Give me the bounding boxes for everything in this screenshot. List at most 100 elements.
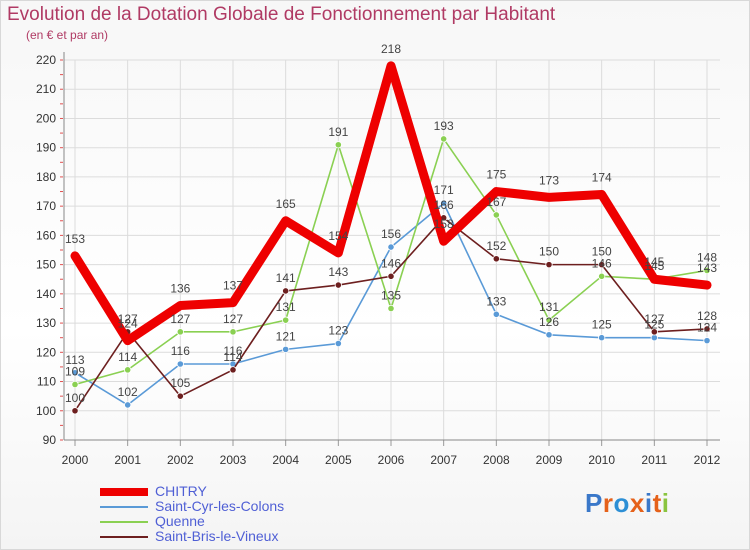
- x-tick-label: 2012: [694, 453, 721, 467]
- data-point: [387, 243, 395, 251]
- legend-swatch-saint-bris: [100, 536, 148, 538]
- data-label: 126: [539, 315, 559, 329]
- data-point: [124, 366, 132, 374]
- legend-swatch-quenne: [100, 521, 148, 523]
- data-label: 127: [118, 312, 138, 326]
- brand-letter: i: [644, 488, 653, 518]
- x-tick-label: 2001: [114, 453, 141, 467]
- data-label: 152: [486, 239, 506, 253]
- data-label: 165: [276, 197, 296, 211]
- data-label: 127: [223, 312, 243, 326]
- y-tick-label: 200: [36, 111, 56, 125]
- legend-label-saint-bris: Saint-Bris-le-Vineux: [155, 528, 279, 544]
- data-point: [598, 261, 606, 269]
- data-point: [334, 281, 342, 289]
- data-label: 127: [170, 312, 190, 326]
- data-label: 105: [170, 376, 190, 390]
- data-label: 116: [223, 344, 242, 358]
- data-label: 121: [276, 329, 296, 343]
- data-point: [282, 316, 290, 324]
- data-label: 102: [118, 385, 138, 399]
- x-tick-label: 2010: [588, 453, 615, 467]
- data-label: 175: [486, 168, 506, 182]
- data-label: 218: [381, 42, 401, 56]
- data-label: 124: [697, 321, 717, 335]
- data-label: 133: [486, 294, 506, 308]
- data-label: 145: [644, 255, 664, 269]
- data-label: 143: [697, 261, 717, 275]
- y-tick-label: 90: [43, 433, 57, 447]
- x-tick-label: 2000: [62, 453, 89, 467]
- y-tick-label: 160: [36, 228, 56, 242]
- chart-subtitle: (en € et par an): [26, 28, 109, 42]
- data-label: 131: [539, 300, 559, 314]
- data-point: [440, 199, 448, 207]
- data-point: [545, 316, 553, 324]
- x-tick-label: 2007: [430, 453, 457, 467]
- y-tick-label: 170: [36, 199, 56, 213]
- x-tick-label: 2008: [483, 453, 510, 467]
- y-tick-label: 140: [36, 287, 56, 301]
- brand-letter: x: [629, 488, 645, 518]
- data-label: 125: [592, 318, 612, 332]
- legend-label-quenne: Quenne: [155, 513, 205, 529]
- data-label: 137: [223, 279, 243, 293]
- data-label: 127: [644, 312, 664, 326]
- data-label: 193: [434, 119, 454, 133]
- x-tick-label: 2006: [378, 453, 405, 467]
- data-point: [545, 331, 553, 339]
- y-tick-label: 130: [36, 316, 56, 330]
- data-label: 156: [381, 227, 401, 241]
- brand-logo: Proxiti: [585, 488, 669, 519]
- data-label: 173: [539, 173, 559, 187]
- data-label: 191: [328, 125, 348, 139]
- data-point: [387, 272, 395, 280]
- data-label: 100: [65, 391, 85, 405]
- data-point: [124, 401, 132, 409]
- chart-title: Evolution de la Dotation Globale de Fonc…: [7, 4, 556, 25]
- data-label: 148: [697, 250, 717, 264]
- data-label: 125: [644, 318, 664, 332]
- y-tick-label: 120: [36, 345, 56, 359]
- data-label: 114: [118, 350, 137, 364]
- y-tick-label: 100: [36, 404, 56, 418]
- data-point: [282, 345, 290, 353]
- data-label: 145: [644, 259, 664, 273]
- data-label: 113: [65, 353, 84, 367]
- data-point: [282, 287, 290, 295]
- data-label: 171: [434, 183, 454, 197]
- data-point: [598, 272, 606, 280]
- legend-label-chitry: CHITRY: [155, 483, 207, 499]
- legend-swatch-chitry: [100, 488, 148, 496]
- y-tick-label: 210: [36, 82, 56, 96]
- brand-letter: i: [661, 488, 670, 518]
- data-point: [492, 255, 500, 263]
- y-tick-label: 150: [36, 258, 56, 272]
- data-label: 167: [486, 195, 506, 209]
- brand-letter: t: [652, 488, 662, 518]
- data-point: [650, 334, 658, 342]
- data-point: [176, 392, 184, 400]
- data-point: [387, 304, 395, 313]
- data-point: [334, 339, 342, 348]
- data-point: [703, 266, 711, 275]
- series-line-chitry: [70, 61, 712, 346]
- data-label: 131: [276, 300, 296, 314]
- data-label: 136: [170, 282, 190, 296]
- data-label: 146: [592, 256, 612, 270]
- data-label: 174: [592, 170, 612, 184]
- data-label: 143: [328, 265, 348, 279]
- data-point: [176, 328, 184, 336]
- data-label: 146: [381, 256, 401, 270]
- brand-letter: r: [602, 488, 614, 518]
- data-label: 150: [592, 245, 612, 259]
- data-point: [229, 366, 237, 374]
- data-point: [703, 325, 711, 333]
- data-label: 150: [539, 245, 559, 259]
- data-point: [71, 369, 79, 377]
- y-tick-label: 220: [36, 53, 56, 67]
- legend-swatch-saint-cyr: [100, 506, 148, 508]
- y-tick-label: 190: [36, 141, 56, 155]
- x-tick-label: 2011: [641, 453, 667, 467]
- data-point: [176, 360, 184, 368]
